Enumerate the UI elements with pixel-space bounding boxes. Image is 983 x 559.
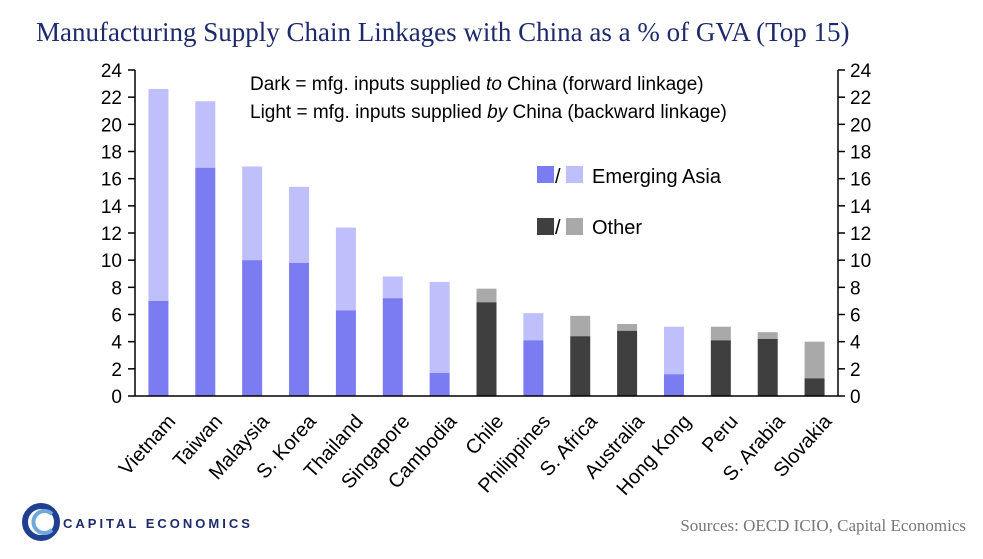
bar-forward-taiwan	[195, 167, 216, 396]
bar-forward-singapore	[382, 298, 403, 396]
x-label-peru: Peru	[698, 411, 743, 457]
legend-swatch-asia-light	[566, 166, 583, 183]
legend-separator-other: /	[555, 217, 561, 239]
bar-forward-s-africa	[570, 336, 591, 396]
brand-logo	[22, 503, 60, 541]
bar-forward-philippines	[523, 340, 544, 396]
right-tick-label: 20	[850, 115, 871, 136]
left-tick-label: 8	[111, 278, 122, 299]
left-tick-label: 16	[101, 170, 122, 191]
legend-label-other: Other	[592, 217, 642, 239]
chart-title: Manufacturing Supply Chain Linkages with…	[36, 17, 850, 47]
bar-backward-singapore	[382, 276, 403, 299]
right-tick-label: 14	[850, 197, 872, 218]
bar-forward-chile	[476, 302, 497, 396]
note-backward: Light = mfg. inputs supplied by China (b…	[250, 102, 727, 123]
bar-forward-slovakia	[804, 378, 825, 396]
legend: / Emerging Asia / Other	[537, 166, 722, 239]
bar-forward-vietnam	[148, 300, 169, 396]
legend-swatch-other-dark	[537, 218, 554, 235]
right-tick-label: 0	[850, 387, 861, 408]
bar-forward-s-arabia	[757, 338, 778, 396]
bar-forward-australia	[617, 330, 638, 396]
right-tick-label: 10	[850, 251, 871, 272]
legend-label-emerging-asia: Emerging Asia	[592, 166, 722, 188]
left-tick-label: 4	[111, 333, 122, 354]
legend-separator-asia: /	[555, 166, 561, 188]
bar-forward-s-korea	[289, 262, 310, 396]
right-tick-label: 8	[850, 278, 861, 299]
bar-backward-thailand	[335, 227, 356, 311]
bar-backward-s-korea	[289, 186, 310, 263]
bar-backward-slovakia	[804, 341, 825, 379]
left-tick-label: 2	[111, 360, 122, 381]
left-tick-label: 14	[101, 197, 123, 218]
bars	[148, 89, 825, 396]
bar-backward-taiwan	[195, 101, 216, 168]
bar-backward-chile	[476, 288, 497, 303]
right-tick-label: 6	[850, 306, 861, 327]
x-label-vietnam: Vietnam	[115, 411, 180, 480]
bar-forward-thailand	[335, 310, 356, 396]
left-tick-label: 22	[101, 88, 122, 109]
bar-forward-malaysia	[242, 260, 263, 396]
left-tick-label: 0	[111, 387, 122, 408]
note-forward: Dark = mfg. inputs supplied to China (fo…	[250, 74, 704, 95]
right-tick-label: 18	[850, 143, 871, 164]
right-tick-label: 24	[850, 61, 872, 82]
right-tick-label: 2	[850, 360, 861, 381]
left-tick-label: 10	[101, 251, 122, 272]
bar-backward-peru	[710, 326, 731, 341]
left-tick-label: 12	[101, 224, 122, 245]
logo-arc	[31, 509, 54, 535]
bar-backward-vietnam	[148, 89, 169, 301]
bar-backward-malaysia	[242, 166, 263, 261]
source-note: Sources: OECD ICIO, Capital Economics	[680, 516, 966, 535]
right-tick-label: 22	[850, 88, 871, 109]
left-tick-label: 24	[101, 61, 123, 82]
bar-forward-cambodia	[429, 372, 450, 396]
bar-backward-s-arabia	[757, 332, 778, 339]
bar-backward-philippines	[523, 313, 544, 341]
left-tick-label: 18	[101, 143, 122, 164]
logo-ring	[22, 503, 60, 541]
right-tick-label: 12	[850, 224, 871, 245]
legend-swatch-asia-dark	[537, 166, 554, 183]
right-tick-label: 4	[850, 333, 861, 354]
right-tick-label: 16	[850, 170, 871, 191]
legend-swatch-other-light	[566, 218, 583, 235]
bar-forward-hong-kong	[663, 374, 684, 396]
brand-name: CAPITAL ECONOMICS	[63, 516, 253, 531]
left-tick-label: 6	[111, 306, 122, 327]
bar-backward-australia	[617, 324, 638, 331]
bar-forward-peru	[710, 340, 731, 396]
bar-backward-s-africa	[570, 315, 591, 337]
bar-backward-cambodia	[429, 281, 450, 373]
left-tick-label: 20	[101, 115, 122, 136]
bar-backward-hong-kong	[663, 326, 684, 375]
